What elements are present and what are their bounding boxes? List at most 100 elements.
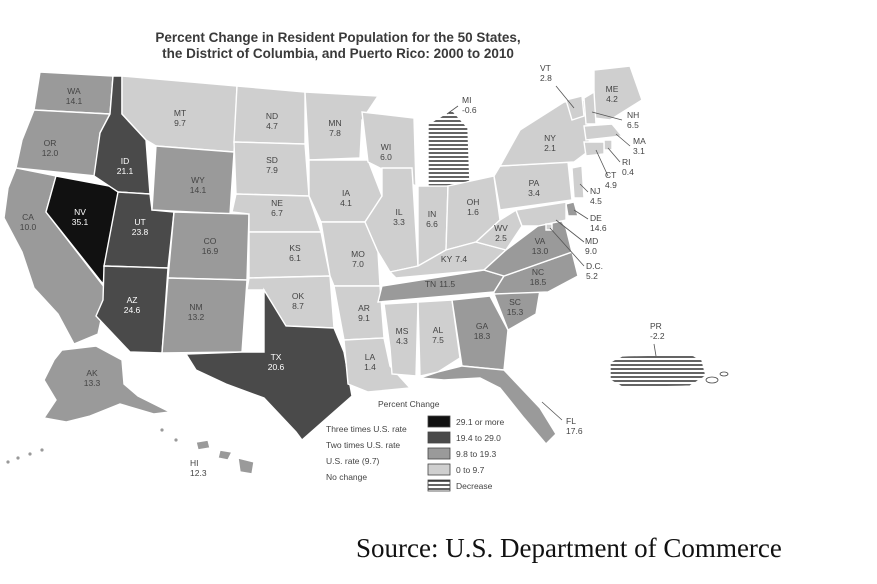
- state-pa: [493, 161, 573, 211]
- leader-line-fl: [541, 401, 563, 421]
- state-ms: [383, 301, 419, 377]
- state-pr: [609, 353, 707, 389]
- leader-line-de: [573, 209, 589, 220]
- state-label-ny: NY: [544, 133, 556, 143]
- state-value-ut: 23.8: [132, 227, 149, 237]
- state-value-ok: 8.7: [292, 301, 304, 311]
- island-dot-2: [28, 452, 32, 456]
- state-label-or: OR: [44, 138, 57, 148]
- state-value-la: 1.4: [364, 362, 376, 372]
- state-value-ma: 3.1: [633, 146, 645, 156]
- state-label-wa: WA: [67, 86, 81, 96]
- state-label-va: VA: [535, 236, 546, 246]
- source-caption: Source: U.S. Department of Commerce: [356, 533, 782, 563]
- state-value-ny: 2.1: [544, 143, 556, 153]
- leader-line-nj: [579, 183, 589, 193]
- state-value-co: 16.9: [202, 246, 219, 256]
- state-value-nd: 4.7: [266, 121, 278, 131]
- state-label-ga: GA: [476, 321, 489, 331]
- state-label-wy: WY: [191, 175, 205, 185]
- state-value-va: 13.0: [532, 246, 549, 256]
- state-az: [95, 265, 169, 354]
- state-value-nv: 35.1: [72, 217, 89, 227]
- state-label-wi: WI: [381, 142, 391, 152]
- state-value-or: 12.0: [42, 148, 59, 158]
- state-value-mo: 7.0: [352, 259, 364, 269]
- state-label-ar: AR: [358, 303, 370, 313]
- legend-swatch-decrease: [427, 479, 451, 492]
- state-nm: [161, 277, 248, 354]
- legend-note-light: No change: [326, 472, 367, 482]
- state-value-me: 4.2: [606, 94, 618, 104]
- state-label-pr: PR: [650, 321, 662, 331]
- state-label-ne: NE: [271, 198, 283, 208]
- leader-line-ri: [607, 147, 621, 163]
- state-value-az: 24.6: [124, 305, 141, 315]
- state-label-az: AZ: [127, 295, 138, 305]
- state-value-al: 7.5: [432, 335, 444, 345]
- legend-swatch-medium: [427, 447, 451, 460]
- state-label-vt: VT: [540, 63, 551, 73]
- state-value-mn: 7.8: [329, 128, 341, 138]
- state-label-wv: WV: [494, 223, 508, 233]
- state-label-mi: MI: [462, 95, 471, 105]
- state-label-il: IL: [395, 207, 402, 217]
- state-value-il: 3.3: [393, 217, 405, 227]
- state-value-pa: 3.4: [528, 188, 540, 198]
- state-vt: [565, 95, 585, 121]
- states-layer: WA14.1OR12.0CA10.0NV35.1ID21.1UT23.8AZ24…: [3, 63, 729, 478]
- island-dot-5: [174, 438, 178, 442]
- state-value-de: 14.6: [590, 223, 607, 233]
- legend-range-decrease: Decrease: [456, 481, 493, 491]
- legend-note-black: Three times U.S. rate: [326, 424, 407, 434]
- leader-line-mi: [446, 105, 459, 115]
- state-label-mo: MO: [351, 249, 365, 259]
- state-label-me: ME: [606, 84, 619, 94]
- leader-line-dc: [549, 227, 585, 267]
- pr-island-0: [705, 376, 719, 384]
- state-value-oh: 1.6: [467, 207, 479, 217]
- state-tx: [184, 287, 353, 442]
- state-label-id: ID: [121, 156, 130, 166]
- state-value-tx: 20.6: [268, 362, 285, 372]
- state-value-hi: 12.3: [190, 468, 207, 478]
- state-value-nh: 6.5: [627, 120, 639, 130]
- legend-swatch-light: [427, 463, 451, 476]
- state-label-ok: OK: [292, 291, 305, 301]
- legend-range-light: 0 to 9.7: [456, 465, 485, 475]
- state-label-ct: CT: [605, 170, 616, 180]
- pr-island-1: [719, 371, 729, 377]
- state-value-ga: 18.3: [474, 331, 491, 341]
- state-label-ca: CA: [22, 212, 34, 222]
- state-ok: [246, 275, 335, 329]
- state-label-nc: NC: [532, 267, 544, 277]
- state-value-in: 6.6: [426, 219, 438, 229]
- legend-range-medium: 9.8 to 19.3: [456, 449, 496, 459]
- state-label-nj: NJ: [590, 186, 600, 196]
- leader-line-vt: [555, 85, 575, 109]
- state-label-co: CO: [204, 236, 217, 246]
- state-value-sc: 15.3: [507, 307, 524, 317]
- state-value-dc: 5.2: [586, 271, 598, 281]
- state-value-wa: 14.1: [66, 96, 83, 106]
- legend-range-black: 29.1 or more: [456, 417, 504, 427]
- state-mi: [427, 109, 471, 189]
- island-dot-3: [40, 448, 44, 452]
- state-la: [343, 337, 412, 393]
- state-label-hi: HI: [190, 458, 199, 468]
- state-label-sd: SD: [266, 155, 278, 165]
- leader-line-ma: [615, 133, 631, 147]
- state-value-ri: 0.4: [622, 167, 634, 177]
- legend-range-dark: 19.4 to 29.0: [456, 433, 501, 443]
- state-label-ia: IA: [342, 188, 350, 198]
- map-title-line-1: Percent Change in Resident Population fo…: [155, 30, 520, 45]
- state-value-id: 21.1: [117, 166, 134, 176]
- state-md: [515, 201, 567, 227]
- state-value-pr: -2.2: [650, 331, 665, 341]
- state-value-tn: 11.5: [439, 279, 455, 289]
- legend-swatch-black: [427, 415, 451, 428]
- state-value-ak: 13.3: [84, 378, 101, 388]
- state-label-ak: AK: [86, 368, 98, 378]
- state-nh: [583, 90, 597, 125]
- state-ga: [451, 295, 509, 371]
